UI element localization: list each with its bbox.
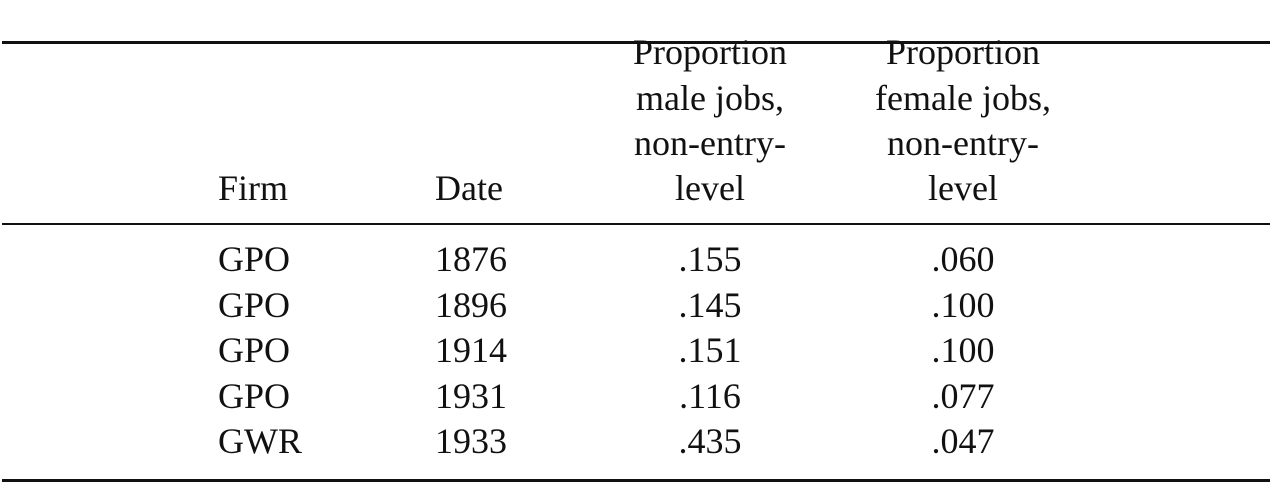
table-cell: .155 — [678, 239, 742, 279]
table-cell: 1896 — [435, 284, 507, 325]
top-rule — [2, 41, 1270, 44]
column-header: Proportion — [885, 32, 1041, 72]
table-cell: .145 — [678, 284, 742, 325]
table-cell: 1914 — [435, 330, 507, 370]
bottom-rule — [2, 479, 1270, 482]
table-cell: .435 — [678, 421, 742, 461]
table-cell: GPO — [218, 284, 291, 325]
column-header: non-entry- — [634, 123, 786, 163]
column-header: non-entry- — [887, 123, 1039, 163]
table-cell: GPO — [218, 330, 291, 370]
table-cell: .077 — [931, 375, 995, 416]
table-cell: .100 — [931, 330, 995, 370]
table-cell: .151 — [678, 330, 742, 370]
table-cell: .116 — [679, 375, 741, 416]
header-rule — [2, 223, 1270, 225]
table-cell: 1876 — [435, 239, 507, 279]
column-header: level — [675, 168, 745, 208]
column-header: female jobs, — [875, 78, 1051, 118]
table-cell: 1931 — [435, 375, 507, 416]
column-header: level — [928, 168, 998, 208]
table-cell: .047 — [931, 421, 995, 461]
table-cell: .100 — [931, 284, 995, 325]
column-header: male jobs, — [636, 78, 784, 118]
column-header: Firm — [218, 168, 289, 208]
table-cell: GPO — [218, 375, 291, 416]
column-header: Proportion — [632, 32, 788, 72]
table-cell: .060 — [931, 239, 995, 279]
column-header: Date — [435, 168, 503, 208]
table-cell: GPO — [218, 239, 291, 279]
table-cell: GWR — [218, 421, 302, 461]
table-cell: 1933 — [435, 421, 507, 461]
